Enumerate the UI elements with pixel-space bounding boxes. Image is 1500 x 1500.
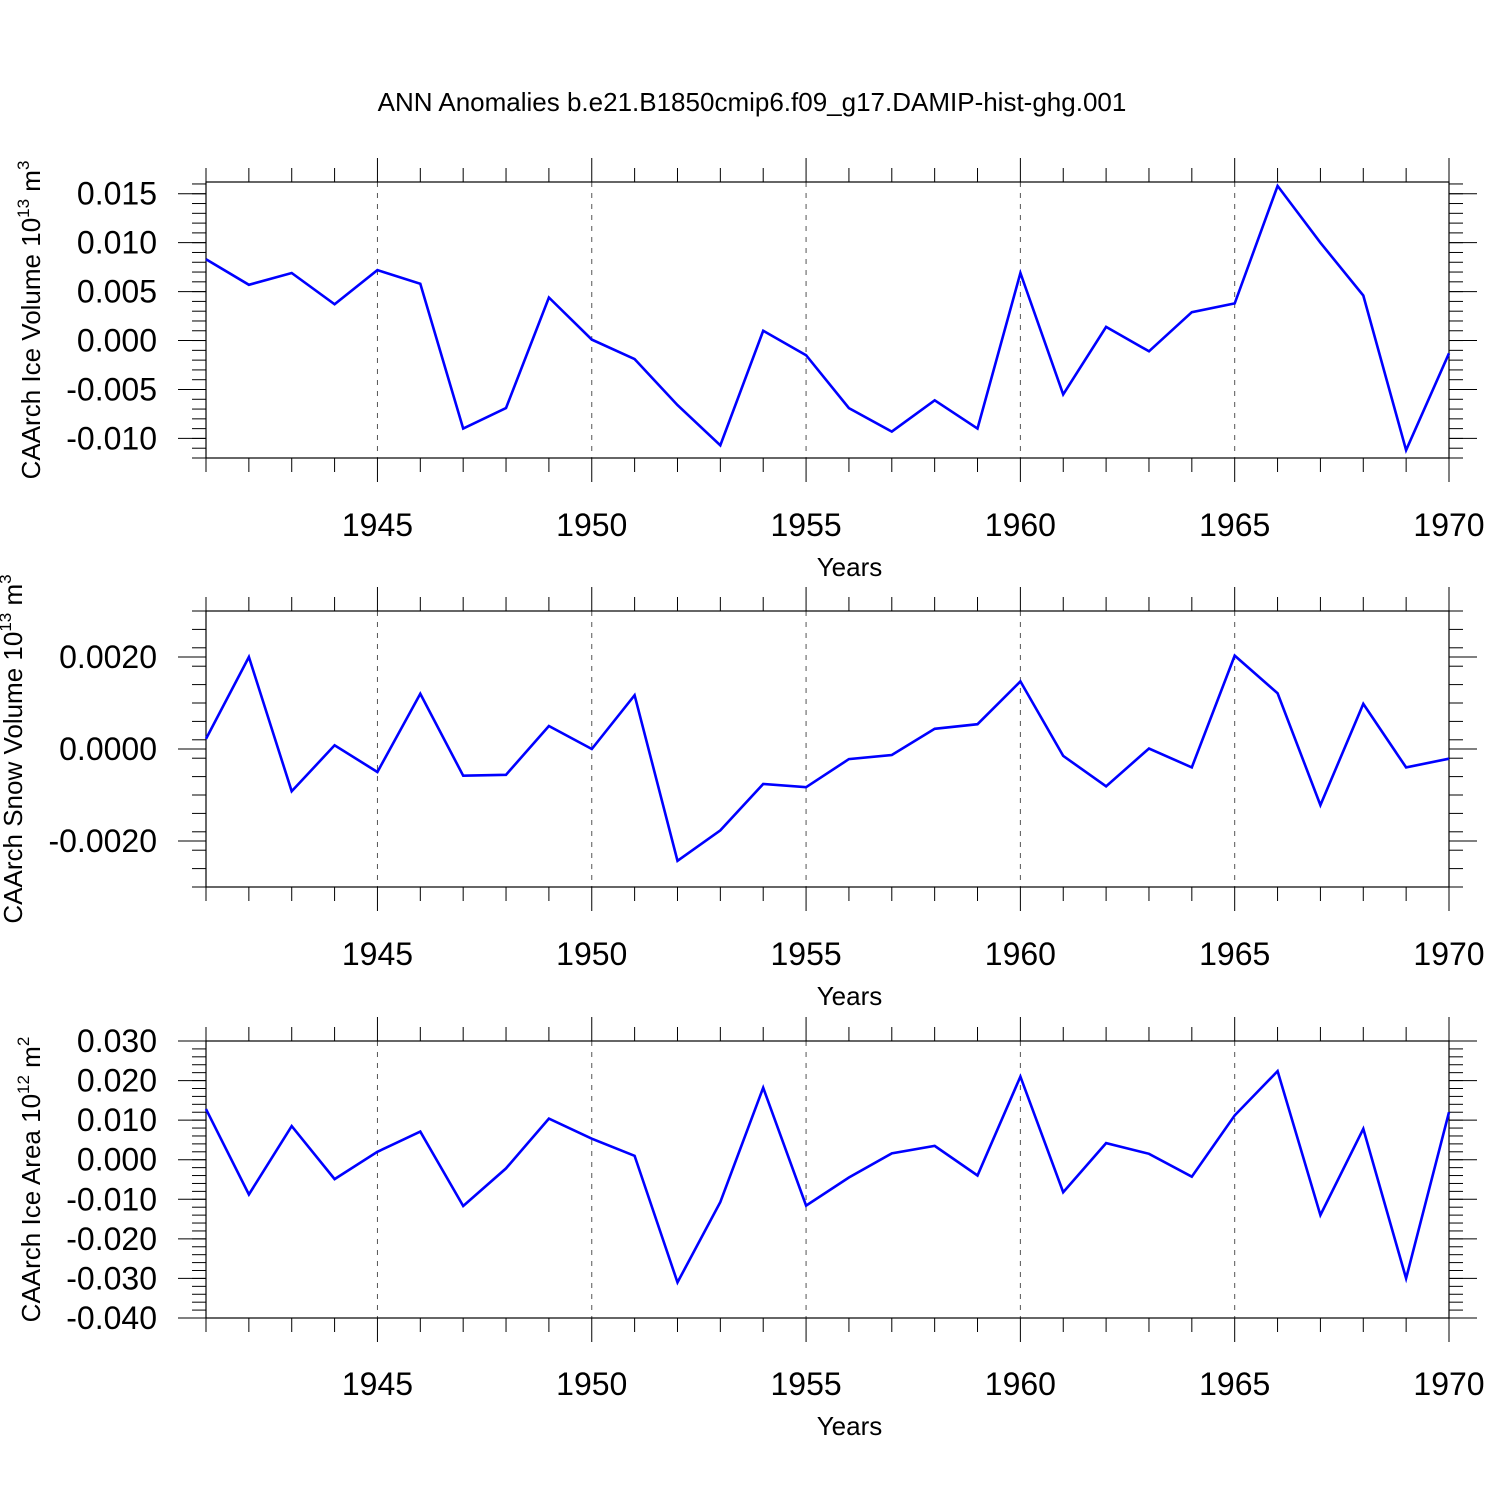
- y-axis-title-unit: m: [0, 584, 28, 613]
- y-tick-label: 0.020: [77, 1063, 157, 1099]
- x-tick-label: 1955: [770, 507, 841, 543]
- x-axis-title: Years: [817, 981, 883, 1011]
- plot-frame: [205, 1040, 1450, 1319]
- x-tick-label: 1955: [770, 936, 841, 972]
- x-tick-label: 1970: [1413, 936, 1484, 972]
- chart-panel-1: 0.015 0.010 0.005 0.000 -0.005 -0.010 1945 1950…: [14, 158, 1485, 582]
- y-tick-label: 0.030: [77, 1023, 157, 1059]
- y-tick-label: 0.0000: [59, 731, 157, 767]
- series-line: [205, 183, 1451, 455]
- y-tick-label: 0.000: [77, 323, 157, 359]
- y-tick-label: 0.0020: [59, 639, 157, 675]
- x-tick-label: 1970: [1413, 507, 1484, 543]
- y-axis-title-exponent: 13: [0, 613, 15, 632]
- x-axis-title: Years: [817, 1411, 883, 1441]
- y-axis-title-unit: m: [16, 170, 46, 199]
- plot-frame: [205, 181, 1450, 459]
- x-tick-label: 1960: [985, 507, 1056, 543]
- y-axis-title-unit: m: [16, 1046, 46, 1075]
- x-axis-title: Years: [817, 552, 883, 582]
- chart-panel-2: 0.0020 0.0000 -0.0020 1945 1950 1955 1960 1965 1…: [0, 574, 1485, 1011]
- x-tick-label: 1970: [1413, 1366, 1484, 1402]
- y-axis-title-unit-exponent: 3: [14, 161, 33, 170]
- x-tick-label: 1965: [1199, 936, 1270, 972]
- y-axis-title-text: CAArch Ice Area 10: [16, 1094, 46, 1322]
- x-tick-label: 1950: [556, 507, 627, 543]
- series-line: [204, 1068, 1451, 1286]
- y-tick-label: -0.010: [66, 420, 157, 456]
- chart-panels: 0.015 0.010 0.005 0.000 -0.005 -0.010 1945 1950…: [0, 158, 1485, 1441]
- y-tick-label: -0.0020: [48, 823, 157, 859]
- y-tick-label: 0.010: [77, 1102, 157, 1138]
- series-line: [204, 653, 1450, 863]
- chart-title: ANN Anomalies b.e21.B1850cmip6.f09_g17.D…: [378, 87, 1127, 117]
- y-tick-label: 0.015: [77, 176, 157, 212]
- y-tick-label: 0.000: [77, 1142, 157, 1178]
- y-tick-label: 0.010: [77, 225, 157, 261]
- y-axis-title: CAArch Snow Volume 1013 m3: [0, 574, 28, 923]
- x-tick-label: 1945: [342, 936, 413, 972]
- y-axis-title-unit-exponent: 3: [0, 574, 15, 583]
- y-axis-title-text: CAArch Snow Volume 10: [0, 632, 28, 924]
- x-tick-label: 1945: [342, 507, 413, 543]
- y-axis-title-exponent: 12: [14, 1075, 33, 1094]
- x-tick-label: 1950: [556, 936, 627, 972]
- y-axis-title: CAArch Ice Volume 1013 m3: [14, 161, 46, 480]
- y-tick-label: -0.030: [66, 1260, 157, 1296]
- y-tick-label: -0.010: [66, 1181, 157, 1217]
- y-tick-label: 0.005: [77, 274, 157, 310]
- x-tick-label: 1965: [1199, 1366, 1270, 1402]
- y-axis-title: CAArch Ice Area 1012 m2: [14, 1037, 46, 1323]
- y-tick-label: -0.040: [66, 1300, 157, 1336]
- x-tick-label: 1965: [1199, 507, 1270, 543]
- y-axis-title-exponent: 13: [14, 199, 33, 218]
- y-tick-label: -0.005: [66, 371, 157, 407]
- x-tick-label: 1945: [342, 1366, 413, 1402]
- x-tick-label: 1950: [556, 1366, 627, 1402]
- plot-frame: [205, 610, 1450, 888]
- x-tick-label: 1955: [770, 1366, 841, 1402]
- x-tick-label: 1960: [985, 936, 1056, 972]
- y-tick-label: -0.020: [66, 1221, 157, 1257]
- y-axis-title-unit-exponent: 2: [14, 1037, 33, 1046]
- y-axis-title-text: CAArch Ice Volume 10: [16, 218, 46, 480]
- x-tick-label: 1960: [985, 1366, 1056, 1402]
